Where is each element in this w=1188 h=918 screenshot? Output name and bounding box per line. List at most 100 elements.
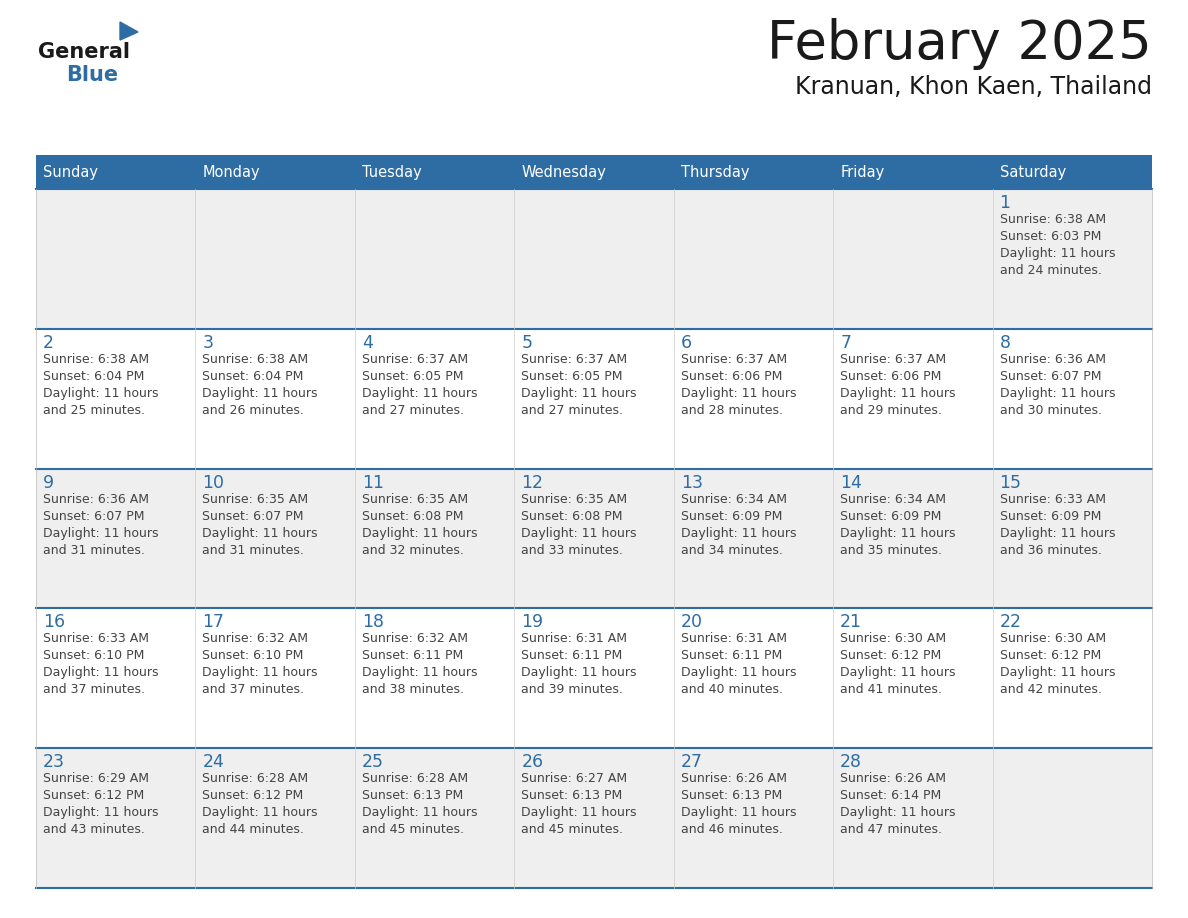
- Text: Monday: Monday: [202, 164, 260, 180]
- Text: 28: 28: [840, 753, 862, 771]
- Bar: [674, 155, 833, 189]
- Bar: [674, 189, 833, 329]
- Bar: [36, 155, 196, 189]
- Bar: [355, 468, 514, 609]
- Text: General: General: [38, 42, 129, 62]
- Bar: [514, 329, 674, 468]
- Text: Sunrise: 6:38 AM
Sunset: 6:04 PM
Daylight: 11 hours
and 25 minutes.: Sunrise: 6:38 AM Sunset: 6:04 PM Dayligh…: [43, 353, 158, 417]
- Text: Sunrise: 6:30 AM
Sunset: 6:12 PM
Daylight: 11 hours
and 41 minutes.: Sunrise: 6:30 AM Sunset: 6:12 PM Dayligh…: [840, 633, 955, 697]
- Text: 1: 1: [999, 194, 1011, 212]
- Text: 7: 7: [840, 334, 851, 352]
- Text: Sunrise: 6:28 AM
Sunset: 6:13 PM
Daylight: 11 hours
and 45 minutes.: Sunrise: 6:28 AM Sunset: 6:13 PM Dayligh…: [362, 772, 478, 836]
- Bar: [514, 189, 674, 329]
- Bar: [992, 748, 1152, 888]
- Bar: [196, 609, 355, 748]
- Text: Sunrise: 6:37 AM
Sunset: 6:05 PM
Daylight: 11 hours
and 27 minutes.: Sunrise: 6:37 AM Sunset: 6:05 PM Dayligh…: [362, 353, 478, 417]
- Text: Sunrise: 6:37 AM
Sunset: 6:06 PM
Daylight: 11 hours
and 29 minutes.: Sunrise: 6:37 AM Sunset: 6:06 PM Dayligh…: [840, 353, 955, 417]
- Text: 24: 24: [202, 753, 225, 771]
- Text: 4: 4: [362, 334, 373, 352]
- Text: Saturday: Saturday: [999, 164, 1066, 180]
- Bar: [992, 189, 1152, 329]
- Text: 8: 8: [999, 334, 1011, 352]
- Bar: [833, 189, 992, 329]
- Text: Friday: Friday: [840, 164, 884, 180]
- Text: 22: 22: [999, 613, 1022, 632]
- Text: Sunrise: 6:37 AM
Sunset: 6:06 PM
Daylight: 11 hours
and 28 minutes.: Sunrise: 6:37 AM Sunset: 6:06 PM Dayligh…: [681, 353, 796, 417]
- Bar: [36, 468, 196, 609]
- Text: 26: 26: [522, 753, 543, 771]
- Text: 3: 3: [202, 334, 214, 352]
- Bar: [674, 329, 833, 468]
- Bar: [992, 329, 1152, 468]
- Text: Sunrise: 6:31 AM
Sunset: 6:11 PM
Daylight: 11 hours
and 40 minutes.: Sunrise: 6:31 AM Sunset: 6:11 PM Dayligh…: [681, 633, 796, 697]
- Text: Sunrise: 6:35 AM
Sunset: 6:08 PM
Daylight: 11 hours
and 32 minutes.: Sunrise: 6:35 AM Sunset: 6:08 PM Dayligh…: [362, 493, 478, 556]
- Text: Blue: Blue: [67, 65, 118, 85]
- Text: 23: 23: [43, 753, 65, 771]
- Text: 16: 16: [43, 613, 65, 632]
- Bar: [992, 609, 1152, 748]
- Text: Sunrise: 6:37 AM
Sunset: 6:05 PM
Daylight: 11 hours
and 27 minutes.: Sunrise: 6:37 AM Sunset: 6:05 PM Dayligh…: [522, 353, 637, 417]
- Text: Sunrise: 6:26 AM
Sunset: 6:14 PM
Daylight: 11 hours
and 47 minutes.: Sunrise: 6:26 AM Sunset: 6:14 PM Dayligh…: [840, 772, 955, 836]
- Text: Wednesday: Wednesday: [522, 164, 606, 180]
- Bar: [992, 155, 1152, 189]
- Text: 19: 19: [522, 613, 543, 632]
- Text: Sunday: Sunday: [43, 164, 97, 180]
- Bar: [514, 609, 674, 748]
- Bar: [833, 329, 992, 468]
- Bar: [992, 468, 1152, 609]
- Bar: [674, 609, 833, 748]
- Bar: [355, 329, 514, 468]
- Text: Sunrise: 6:32 AM
Sunset: 6:11 PM
Daylight: 11 hours
and 38 minutes.: Sunrise: 6:32 AM Sunset: 6:11 PM Dayligh…: [362, 633, 478, 697]
- Text: 15: 15: [999, 474, 1022, 492]
- Text: 18: 18: [362, 613, 384, 632]
- Bar: [674, 468, 833, 609]
- Bar: [196, 468, 355, 609]
- Text: Kranuan, Khon Kaen, Thailand: Kranuan, Khon Kaen, Thailand: [795, 75, 1152, 99]
- Text: 11: 11: [362, 474, 384, 492]
- Text: Sunrise: 6:32 AM
Sunset: 6:10 PM
Daylight: 11 hours
and 37 minutes.: Sunrise: 6:32 AM Sunset: 6:10 PM Dayligh…: [202, 633, 318, 697]
- Bar: [355, 609, 514, 748]
- Text: Thursday: Thursday: [681, 164, 750, 180]
- Bar: [36, 609, 196, 748]
- Text: Sunrise: 6:29 AM
Sunset: 6:12 PM
Daylight: 11 hours
and 43 minutes.: Sunrise: 6:29 AM Sunset: 6:12 PM Dayligh…: [43, 772, 158, 836]
- Text: 2: 2: [43, 334, 53, 352]
- Bar: [196, 329, 355, 468]
- Text: Tuesday: Tuesday: [362, 164, 422, 180]
- Text: February 2025: February 2025: [767, 18, 1152, 70]
- Text: Sunrise: 6:34 AM
Sunset: 6:09 PM
Daylight: 11 hours
and 35 minutes.: Sunrise: 6:34 AM Sunset: 6:09 PM Dayligh…: [840, 493, 955, 556]
- Text: Sunrise: 6:33 AM
Sunset: 6:09 PM
Daylight: 11 hours
and 36 minutes.: Sunrise: 6:33 AM Sunset: 6:09 PM Dayligh…: [999, 493, 1116, 556]
- Text: Sunrise: 6:26 AM
Sunset: 6:13 PM
Daylight: 11 hours
and 46 minutes.: Sunrise: 6:26 AM Sunset: 6:13 PM Dayligh…: [681, 772, 796, 836]
- Bar: [355, 155, 514, 189]
- Text: Sunrise: 6:38 AM
Sunset: 6:03 PM
Daylight: 11 hours
and 24 minutes.: Sunrise: 6:38 AM Sunset: 6:03 PM Dayligh…: [999, 213, 1116, 277]
- Bar: [36, 329, 196, 468]
- Bar: [514, 748, 674, 888]
- Text: Sunrise: 6:36 AM
Sunset: 6:07 PM
Daylight: 11 hours
and 30 minutes.: Sunrise: 6:36 AM Sunset: 6:07 PM Dayligh…: [999, 353, 1116, 417]
- Text: 10: 10: [202, 474, 225, 492]
- Text: Sunrise: 6:28 AM
Sunset: 6:12 PM
Daylight: 11 hours
and 44 minutes.: Sunrise: 6:28 AM Sunset: 6:12 PM Dayligh…: [202, 772, 318, 836]
- Text: 14: 14: [840, 474, 862, 492]
- Bar: [674, 748, 833, 888]
- Bar: [833, 609, 992, 748]
- Text: 12: 12: [522, 474, 543, 492]
- Bar: [36, 748, 196, 888]
- Bar: [833, 468, 992, 609]
- Bar: [514, 468, 674, 609]
- Text: 6: 6: [681, 334, 691, 352]
- Text: Sunrise: 6:36 AM
Sunset: 6:07 PM
Daylight: 11 hours
and 31 minutes.: Sunrise: 6:36 AM Sunset: 6:07 PM Dayligh…: [43, 493, 158, 556]
- Text: Sunrise: 6:30 AM
Sunset: 6:12 PM
Daylight: 11 hours
and 42 minutes.: Sunrise: 6:30 AM Sunset: 6:12 PM Dayligh…: [999, 633, 1116, 697]
- Bar: [514, 155, 674, 189]
- Text: 13: 13: [681, 474, 703, 492]
- Polygon shape: [120, 22, 138, 40]
- Text: Sunrise: 6:27 AM
Sunset: 6:13 PM
Daylight: 11 hours
and 45 minutes.: Sunrise: 6:27 AM Sunset: 6:13 PM Dayligh…: [522, 772, 637, 836]
- Bar: [196, 155, 355, 189]
- Text: Sunrise: 6:34 AM
Sunset: 6:09 PM
Daylight: 11 hours
and 34 minutes.: Sunrise: 6:34 AM Sunset: 6:09 PM Dayligh…: [681, 493, 796, 556]
- Text: Sunrise: 6:35 AM
Sunset: 6:08 PM
Daylight: 11 hours
and 33 minutes.: Sunrise: 6:35 AM Sunset: 6:08 PM Dayligh…: [522, 493, 637, 556]
- Bar: [833, 155, 992, 189]
- Text: 5: 5: [522, 334, 532, 352]
- Bar: [355, 189, 514, 329]
- Text: 21: 21: [840, 613, 862, 632]
- Bar: [355, 748, 514, 888]
- Text: Sunrise: 6:38 AM
Sunset: 6:04 PM
Daylight: 11 hours
and 26 minutes.: Sunrise: 6:38 AM Sunset: 6:04 PM Dayligh…: [202, 353, 318, 417]
- Text: 17: 17: [202, 613, 225, 632]
- Text: 9: 9: [43, 474, 55, 492]
